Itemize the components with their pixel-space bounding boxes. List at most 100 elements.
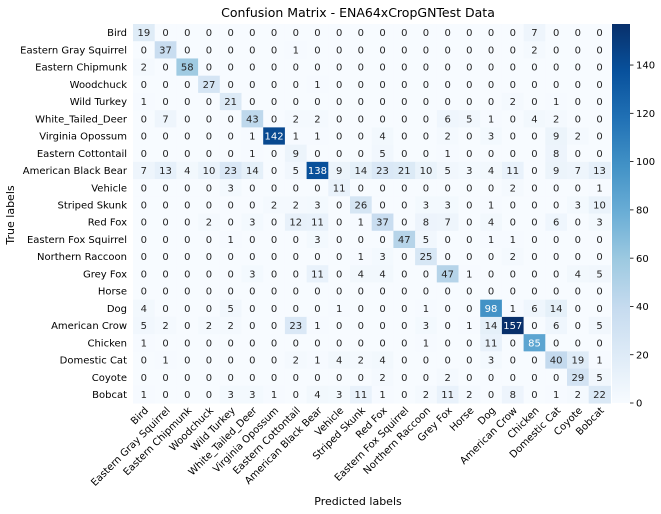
heatmap-cell <box>284 75 308 94</box>
cell-value-label: 0 <box>271 63 277 74</box>
cell-value-label: 0 <box>141 373 147 384</box>
cell-value-label: 21 <box>398 166 411 177</box>
cell-value-label: 0 <box>141 201 147 212</box>
heatmap-cell <box>176 334 199 352</box>
cell-value-label: 1 <box>444 149 450 160</box>
heatmap-cell <box>545 334 568 352</box>
cell-value-label: 0 <box>206 97 212 108</box>
cell-value-label: 0 <box>336 80 342 91</box>
heatmap-cell <box>154 213 177 232</box>
cell-value-label: 0 <box>423 183 429 194</box>
heatmap-cell <box>154 179 177 197</box>
cell-value-label: 0 <box>531 390 537 401</box>
heatmap-cell <box>523 58 546 77</box>
y-tick-label: Coyote <box>92 373 127 384</box>
heatmap-cell <box>458 58 481 77</box>
cell-value-label: 0 <box>227 218 233 229</box>
heatmap-cell <box>415 230 438 249</box>
cell-value-label: 0 <box>358 80 364 91</box>
heatmap-cell <box>567 368 590 387</box>
cell-value-label: 0 <box>466 97 472 108</box>
cell-value-label: 0 <box>488 287 494 298</box>
heatmap-cell <box>588 196 611 215</box>
cell-value-label: 2 <box>293 114 299 125</box>
heatmap-cell <box>567 351 590 370</box>
cell-value-label: 0 <box>531 373 537 384</box>
cell-value-label: 0 <box>575 235 581 246</box>
cell-value-label: 11 <box>354 390 367 401</box>
cell-value-label: 0 <box>293 287 299 298</box>
cell-value-label: 0 <box>466 63 472 74</box>
cell-value-label: 3 <box>488 132 494 143</box>
cell-value-label: 2 <box>466 390 472 401</box>
cell-value-label: 0 <box>314 287 320 298</box>
heatmap-cell <box>176 351 199 370</box>
cell-value-label: 0 <box>314 45 320 56</box>
cell-value-label: 0 <box>162 338 168 349</box>
heatmap-cell <box>133 110 156 128</box>
heatmap-cell <box>198 196 221 215</box>
heatmap-cell <box>328 24 351 42</box>
heatmap-cell <box>328 334 351 352</box>
cell-value-label: 43 <box>246 114 259 125</box>
cell-value-label: 1 <box>488 114 494 125</box>
cell-value-label: 0 <box>358 287 364 298</box>
cell-value-label: 21 <box>224 97 237 108</box>
heatmap-cell <box>523 179 546 197</box>
heatmap-cell <box>501 282 525 301</box>
heatmap-cell <box>458 299 481 318</box>
cell-value-label: 4 <box>575 269 581 280</box>
heatmap-cell <box>458 75 481 94</box>
cell-value-label: 11 <box>333 183 346 194</box>
heatmap-cell <box>480 213 503 232</box>
cell-value-label: 5 <box>293 166 299 177</box>
heatmap-cell <box>284 247 308 266</box>
heatmap-cell <box>219 92 242 111</box>
cell-value-label: 5 <box>596 373 602 384</box>
cell-value-label: 5 <box>141 321 147 332</box>
heatmap-cell <box>350 24 373 42</box>
cell-value-label: 0 <box>596 45 602 56</box>
cell-value-label: 0 <box>141 252 147 263</box>
cell-value-label: 0 <box>293 183 299 194</box>
heatmap-cell <box>219 161 242 180</box>
heatmap-cell <box>328 144 351 163</box>
cell-value-label: 0 <box>271 114 277 125</box>
heatmap-cell <box>328 196 351 215</box>
heatmap-cell <box>263 24 286 42</box>
heatmap-cell <box>545 299 568 318</box>
heatmap-cell <box>480 334 503 352</box>
cell-value-label: 0 <box>314 373 320 384</box>
cell-value-label: 4 <box>488 166 494 177</box>
cell-value-label: 0 <box>575 252 581 263</box>
cell-value-label: 0 <box>249 45 255 56</box>
heatmap-cell <box>567 265 590 283</box>
heatmap-cell <box>458 316 481 335</box>
heatmap-cell <box>523 247 546 266</box>
heatmap-cell <box>458 385 481 404</box>
heatmap-cell <box>393 41 416 59</box>
heatmap-cell <box>567 75 590 94</box>
heatmap-cell <box>154 75 177 94</box>
colorbar-tick-label: 20 <box>636 350 649 361</box>
cell-value-label: 0 <box>379 45 385 56</box>
cell-value-label: 0 <box>510 338 516 349</box>
heatmap-cell <box>480 92 503 111</box>
heatmap-cell <box>176 230 199 249</box>
heatmap-cell <box>415 179 438 197</box>
cell-value-label: 0 <box>401 149 407 160</box>
heatmap-cell <box>523 351 546 370</box>
x-tick-label: Horse <box>448 405 476 433</box>
cell-value-label: 5 <box>444 166 450 177</box>
cell-value-label: 0 <box>271 149 277 160</box>
cell-value-label: 11 <box>311 218 324 229</box>
cell-value-label: 0 <box>162 287 168 298</box>
cell-value-label: 2 <box>575 390 581 401</box>
cell-value-label: 0 <box>358 45 364 56</box>
heatmap-cell <box>350 179 373 197</box>
heatmap-cell <box>306 230 329 249</box>
heatmap-cell <box>545 92 568 111</box>
heatmap-cell <box>198 368 221 387</box>
cell-value-label: 0 <box>401 80 407 91</box>
cell-value-label: 142 <box>265 132 284 143</box>
